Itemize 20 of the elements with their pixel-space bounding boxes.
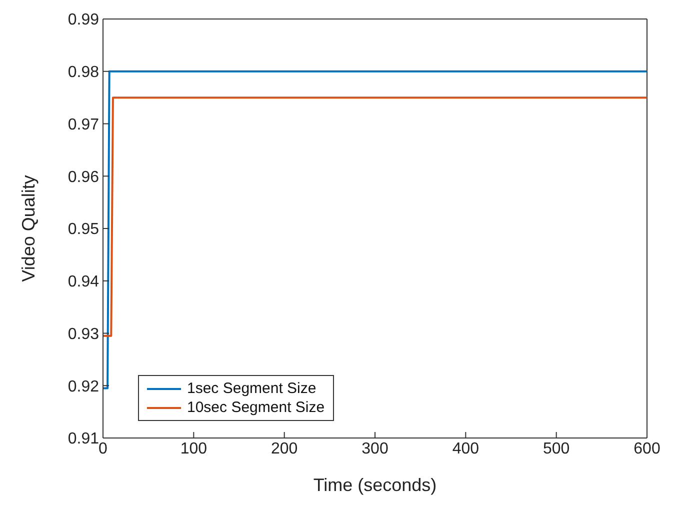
y-tick-label: 0.97	[68, 116, 100, 134]
y-tick-label: 0.93	[68, 326, 100, 343]
legend-label: 1sec Segment Size	[187, 379, 316, 398]
y-axis-title: Video Quality	[18, 175, 38, 282]
x-tick-label: 100	[180, 440, 208, 458]
y-tick-label: 0.96	[68, 168, 100, 186]
y-tick-label: 0.94	[68, 274, 100, 291]
y-tick-label: 0.99	[68, 12, 100, 29]
x-tick-label: 500	[542, 440, 570, 458]
y-tick-label: 0.95	[68, 221, 100, 238]
y-tick-label: 0.92	[68, 378, 100, 396]
x-tick-label: 0	[98, 440, 108, 458]
y-tick-label: 0.98	[68, 64, 100, 82]
x-tick-label: 600	[634, 440, 660, 458]
legend-label: 10sec Segment Size	[187, 398, 325, 417]
x-axis-title: Time (seconds)	[313, 475, 437, 495]
x-tick-label: 300	[362, 440, 388, 458]
x-tick-label: 400	[452, 440, 480, 458]
y-tick-label: 0.91	[68, 430, 100, 448]
x-tick-label: 200	[270, 440, 298, 458]
